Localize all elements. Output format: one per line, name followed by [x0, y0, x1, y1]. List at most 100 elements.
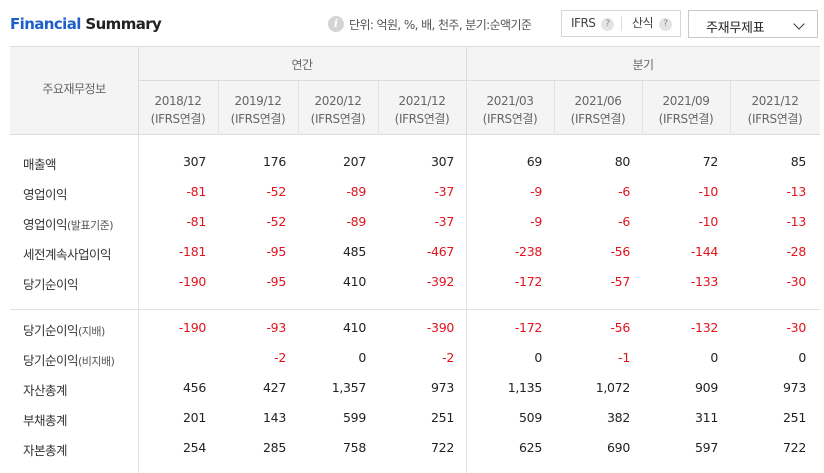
period-date: 2021/12 — [751, 94, 799, 108]
table-row: 매출액 307 176 207 307 69 80 72 85 — [10, 147, 820, 177]
table-row: 영업이익(발표기준) -81 -52 -89 -37 -9 -6 -10 -13 — [10, 207, 820, 237]
period-date: 2021/03 — [486, 94, 534, 108]
row-label-text: 세전계속사업이익 — [23, 247, 112, 262]
table-cell: 285 — [263, 440, 286, 455]
table-cell: 690 — [607, 440, 630, 455]
header-divider — [138, 80, 820, 81]
table-cell: 1,072 — [595, 380, 631, 395]
ifrs-label: IFRS — [571, 16, 596, 30]
period-header: 2021/06 (IFRS연결) — [554, 92, 642, 128]
table-row: 자본총계 254 285 758 722 625 690 597 722 — [10, 433, 820, 463]
row-label-text: 영업이익 — [23, 187, 68, 202]
table-cell: 973 — [783, 380, 806, 395]
table-cell: -37 — [434, 184, 454, 199]
display-toggle-group: IFRS? 산식? — [561, 10, 681, 37]
table-cell: 0 — [798, 350, 806, 365]
table-cell: -89 — [346, 214, 366, 229]
table-row: 영업이익 -81 -52 -89 -37 -9 -6 -10 -13 — [10, 177, 820, 207]
unit-description: 단위: 억원, %, 배, 천주, 분기:순액기준 — [349, 18, 532, 32]
period-header: 2019/12 (IFRS연결) — [218, 92, 298, 128]
table-cell: 597 — [695, 440, 718, 455]
table-row: 당기순이익(비지배) -2 0 -2 0 -1 0 0 — [10, 343, 820, 373]
table-cell: -10 — [698, 184, 718, 199]
table-cell: -6 — [618, 214, 630, 229]
table-cell: 758 — [343, 440, 366, 455]
table-cell: -10 — [698, 214, 718, 229]
table-cell: 973 — [431, 380, 454, 395]
row-label-qualifier: (비지배) — [78, 355, 115, 368]
table-cell: -57 — [610, 274, 630, 289]
table-cell: -390 — [426, 320, 454, 335]
chevron-down-icon — [793, 18, 805, 30]
period-date: 2021/06 — [574, 94, 622, 108]
period-basis: (IFRS연결) — [150, 112, 206, 126]
column-divider — [218, 81, 219, 135]
table-cell: -9 — [530, 184, 542, 199]
table-cell: 307 — [431, 154, 454, 169]
row-label: 부채총계 — [23, 410, 68, 429]
table-cell: 251 — [783, 410, 806, 425]
table-cell: -132 — [690, 320, 718, 335]
title-financial: Financial — [10, 15, 81, 33]
period-header: 2021/03 (IFRS연결) — [466, 92, 554, 128]
table-cell: 80 — [614, 154, 631, 169]
table-cell: -172 — [514, 274, 542, 289]
table-cell: -190 — [178, 320, 206, 335]
row-label-qualifier: (발표기준) — [67, 219, 114, 232]
table-cell: 72 — [702, 154, 719, 169]
period-basis: (IFRS연결) — [658, 112, 714, 126]
period-basis: (IFRS연결) — [230, 112, 286, 126]
row-label: 세전계속사업이익 — [23, 244, 112, 263]
row-label: 매출액 — [23, 154, 57, 173]
table-cell: -181 — [178, 244, 206, 259]
column-divider — [466, 47, 467, 135]
table-cell: -30 — [786, 274, 806, 289]
table-cell: -172 — [514, 320, 542, 335]
table-cell: -95 — [266, 274, 286, 289]
table-cell: -6 — [618, 184, 630, 199]
table-cell: 485 — [343, 244, 366, 259]
table-cell: -52 — [266, 214, 286, 229]
quarterly-group-header: 분기 — [632, 58, 654, 72]
period-header: 2021/12 (IFRS연결) — [378, 92, 466, 128]
ifrs-toggle-button[interactable]: IFRS? — [571, 11, 615, 36]
table-cell: 0 — [358, 350, 366, 365]
title-summary: Summary — [85, 15, 162, 33]
period-basis: (IFRS연결) — [310, 112, 366, 126]
toggle-divider — [621, 16, 622, 31]
table-cell: 311 — [695, 410, 718, 425]
period-date: 2019/12 — [234, 94, 282, 108]
table-row: 자산총계 456 427 1,357 973 1,135 1,072 909 973 — [10, 373, 820, 403]
table-cell: 207 — [343, 154, 366, 169]
row-label-text: 자산총계 — [23, 383, 68, 398]
table-cell: 85 — [790, 154, 807, 169]
help-icon[interactable]: ? — [601, 18, 615, 31]
table-cell: -144 — [690, 244, 718, 259]
row-label: 자산총계 — [23, 380, 68, 399]
table-row: 세전계속사업이익 -181 -95 485 -467 -238 -56 -144 -28 — [10, 237, 820, 267]
period-header: 2021/12 (IFRS연결) — [730, 92, 820, 128]
table-cell: -56 — [610, 244, 630, 259]
table-cell: -81 — [186, 214, 206, 229]
row-label: 당기순이익(지배) — [23, 320, 105, 339]
statement-type-select[interactable]: 주재무제표 — [688, 10, 818, 38]
table-cell: -467 — [426, 244, 454, 259]
table-cell: -238 — [514, 244, 542, 259]
row-label: 당기순이익(비지배) — [23, 350, 115, 369]
column-divider — [138, 135, 139, 473]
table-cell: -13 — [786, 214, 806, 229]
table-cell: -13 — [786, 184, 806, 199]
formula-toggle-button[interactable]: 산식? — [632, 11, 673, 36]
help-icon[interactable]: ? — [659, 18, 673, 31]
table-cell: -2 — [274, 350, 286, 365]
period-header: 2018/12 (IFRS연결) — [138, 92, 218, 128]
section-title: Financial Summary — [10, 15, 162, 33]
column-divider — [730, 81, 731, 135]
table-cell: 69 — [526, 154, 543, 169]
table-row: 당기순이익(지배) -190 -93 410 -390 -172 -56 -132 -30 — [10, 313, 820, 343]
period-basis: (IFRS연결) — [570, 112, 626, 126]
column-divider — [298, 81, 299, 135]
info-icon[interactable]: i — [328, 16, 344, 32]
table-cell: 722 — [783, 440, 806, 455]
table-cell: 909 — [695, 380, 718, 395]
